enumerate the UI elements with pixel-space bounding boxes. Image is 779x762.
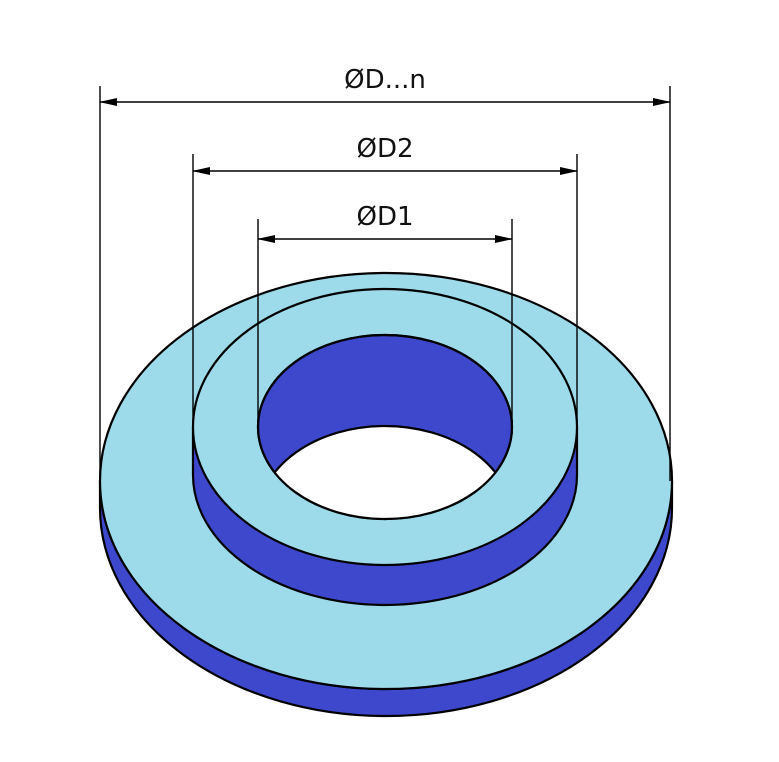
dimension-label-inner: ØD1 (356, 202, 413, 232)
dimension-labels: ØD...n ØD2 ØD1 (344, 65, 426, 232)
dimension-label-outer: ØD...n (344, 65, 426, 95)
dimension-lines (99, 98, 671, 243)
inner-bore (256, 333, 514, 521)
extension-lines (99, 86, 671, 481)
dimension-label-middle: ØD2 (356, 134, 413, 164)
